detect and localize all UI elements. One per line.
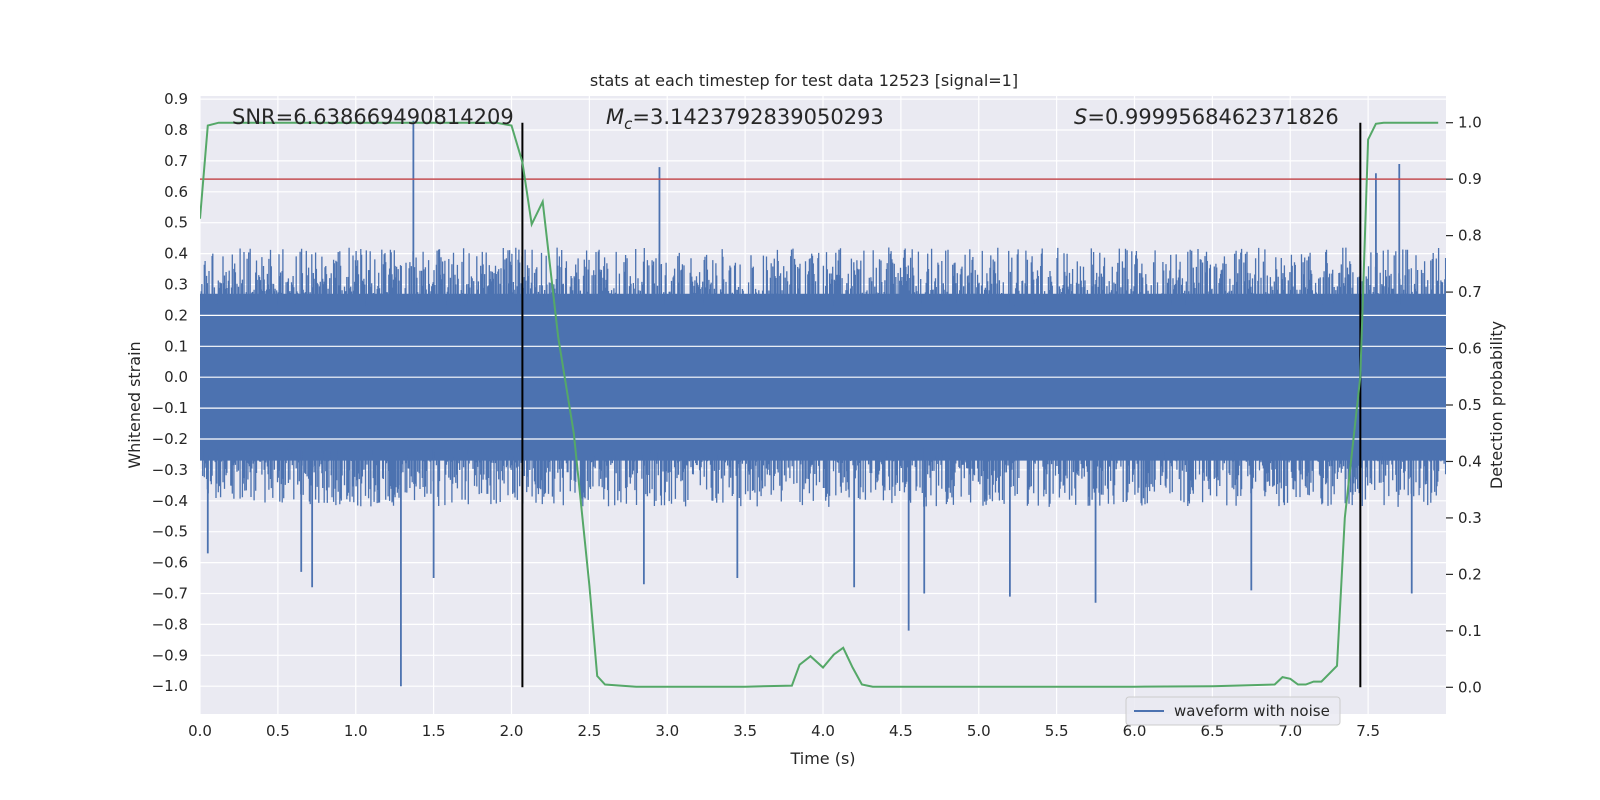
y-tick-label: 0.4 <box>164 245 188 263</box>
y2-tick-label: 0.0 <box>1458 678 1482 696</box>
x-tick-label: 4.5 <box>889 722 913 740</box>
score-annotation: S=0.9999568462371826 <box>1074 105 1339 129</box>
chart-title: stats at each timestep for test data 125… <box>590 71 1018 90</box>
y2-tick-label: 0.7 <box>1458 283 1482 301</box>
y-tick-label: 0.3 <box>164 275 188 293</box>
legend-box <box>1125 696 1341 726</box>
y-tick-label: −0.8 <box>152 615 188 633</box>
y-tick-label: −0.6 <box>152 554 188 572</box>
x-tick-label: 5.5 <box>1045 722 1069 740</box>
y2-tick-label: 0.3 <box>1458 509 1482 527</box>
x-tick-label: 3.0 <box>655 722 679 740</box>
y-tick-label: 0.1 <box>164 337 188 355</box>
x-tick-label: 6.5 <box>1200 722 1224 740</box>
y2-tick-label: 0.8 <box>1458 227 1482 245</box>
y-axis-ticks: 0.9 0.8 0.7 0.6 0.5 0.4 0.3 0.2 0.1 0.0 −0.1 −0.2 −0… <box>152 90 188 695</box>
y-tick-label: −0.7 <box>152 584 188 602</box>
x-tick-label: 1.0 <box>344 722 368 740</box>
y2-axis-ticks: 1.0 0.9 0.8 0.7 0.6 0.5 0.4 0.3 0.2 0.1 0.0 <box>1446 114 1482 696</box>
detection-probability-line <box>200 121 1439 688</box>
y-tick-label: 0.5 <box>164 214 188 232</box>
x-tick-label: 2.5 <box>577 722 601 740</box>
waveform-trace <box>200 247 1446 507</box>
chirp-mass-value: =3.1423792839050293 <box>632 105 883 129</box>
legend: waveform with noise <box>1125 696 1341 726</box>
y2-tick-label: 0.2 <box>1458 565 1482 583</box>
x-tick-label: 3.5 <box>733 722 757 740</box>
y-tick-label: 0.7 <box>164 152 188 170</box>
vertical-markers <box>521 122 1362 688</box>
y2-tick-label: 1.0 <box>1458 114 1482 132</box>
y2-tick-label: 0.1 <box>1458 622 1482 640</box>
x-tick-label: 6.0 <box>1123 722 1147 740</box>
waveform-series <box>200 120 1446 687</box>
score-value: =0.9999568462371826 <box>1087 105 1338 129</box>
x-axis-label: Time (s) <box>789 749 855 768</box>
y-tick-label: −0.4 <box>152 492 188 510</box>
y-tick-label: −0.3 <box>152 461 188 479</box>
y2-tick-label: 0.6 <box>1458 340 1482 358</box>
y-tick-label: 0.8 <box>164 121 188 139</box>
y-tick-label: −0.1 <box>152 399 188 417</box>
y-tick-label: −0.2 <box>152 430 188 448</box>
score-symbol: S <box>1074 105 1087 129</box>
x-tick-label: 0.0 <box>188 722 212 740</box>
snr-annotation: SNR=6.638669490814209 <box>232 105 514 129</box>
x-tick-label: 2.0 <box>500 722 524 740</box>
x-tick-label: 5.0 <box>967 722 991 740</box>
y2-tick-label: 0.5 <box>1458 396 1482 414</box>
y-tick-label: −0.9 <box>152 646 188 664</box>
y-tick-label: −0.5 <box>152 523 188 541</box>
chirp-mass-symbol: M <box>606 105 624 129</box>
y2-axis-label: Detection probability <box>1487 321 1506 489</box>
chirp-mass-subscript: c <box>624 115 633 133</box>
chirp-mass-annotation: Mc=3.1423792839050293 <box>606 105 884 133</box>
y-tick-label: 0.6 <box>164 183 188 201</box>
y2-tick-label: 0.9 <box>1458 170 1482 188</box>
y-tick-label: 0.2 <box>164 306 188 324</box>
y-tick-label: −1.0 <box>152 677 188 695</box>
x-tick-label: 7.5 <box>1356 722 1380 740</box>
legend-label: waveform with noise <box>1174 702 1330 720</box>
x-tick-label: 1.5 <box>422 722 446 740</box>
y-tick-label: 0.0 <box>164 368 188 386</box>
x-tick-label: 0.5 <box>266 722 290 740</box>
y-tick-label: 0.9 <box>164 90 188 108</box>
x-tick-label: 7.0 <box>1278 722 1302 740</box>
x-tick-label: 4.0 <box>811 722 835 740</box>
y2-tick-label: 0.4 <box>1458 452 1482 470</box>
x-axis-ticks: 0.0 0.5 1.0 1.5 2.0 2.5 3.0 3.5 4.0 4.5 5.0 5.5 6.0 6… <box>188 722 1380 740</box>
y-axis-label: Whitened strain <box>125 341 144 468</box>
